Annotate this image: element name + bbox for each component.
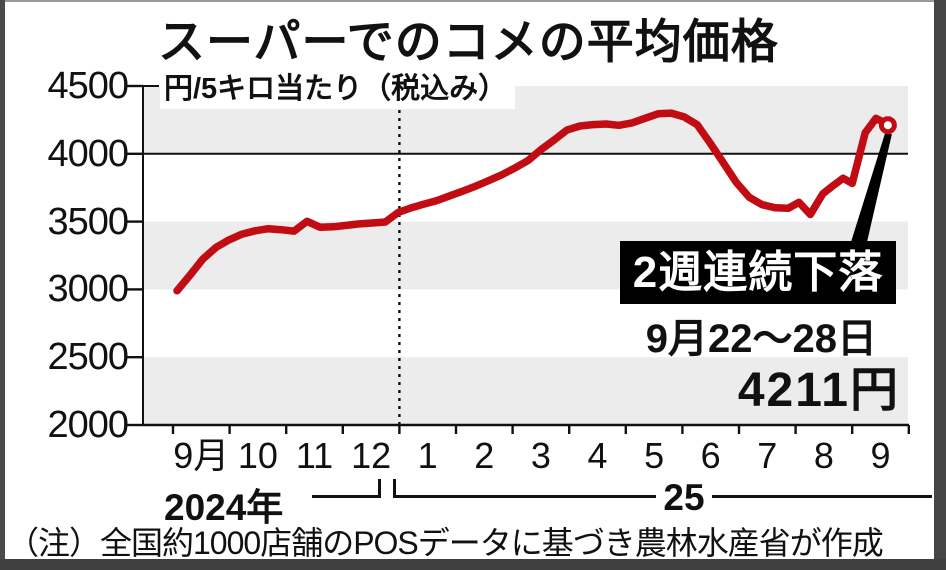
x-axis-label: 7 [757,435,778,476]
year-bracket-line-2024 [312,495,380,498]
x-axis-label: 6 [700,435,721,476]
year-label-25: 25 [663,477,705,518]
year-bracket-tick-2025 [393,479,396,498]
last-point-marker [878,116,897,135]
annotation-price: 4211円 [737,364,900,417]
annotation-badge: 2週連続下落 [620,241,896,304]
x-axis-label: 3 [530,435,551,476]
x-axis-label: 9 [870,435,891,476]
y-axis-label: 3500 [47,200,129,243]
x-axis-label: 12 [351,435,392,476]
x-axis-label: 8 [813,435,834,476]
frame-bottom-edge [0,559,946,570]
x-axis-label: 2 [474,435,495,476]
x-axis-label: 10 [237,435,278,476]
annotation-period: 9月22～28日 [645,317,877,361]
y-axis-label: 2500 [47,336,129,379]
frame-right-edge [934,0,946,570]
y-axis-label: 2000 [47,404,129,446]
year-bracket-tick-2024 [378,479,381,498]
year-bracket-line-2025-left [394,495,656,498]
frame-left-edge [0,0,5,570]
x-axis-label: 1 [417,435,438,476]
x-axis-label: 5 [644,435,665,476]
y-axis-label: 4000 [47,132,129,175]
annotation-arrow [851,132,892,242]
x-axis-label: 11 [295,435,334,476]
x-axis-label: 9月 [173,435,230,476]
y-axis-label: 4500 [47,65,129,107]
year-label-2024: 2024年 [164,487,284,528]
x-axis-label: 4 [587,435,608,476]
y-axis-unit-label: 円/5キロ当たり（税込み） [160,64,516,109]
frame-top-edge [0,0,946,2]
page-title: スーパーでのコメの平均価格 [158,15,779,68]
y-axis-label: 3000 [47,268,129,311]
plot-band [144,357,908,425]
price-line [173,109,892,295]
year-bracket-line-2025-right [712,495,932,498]
source-note: （注）全国約1000店舗のPOSデータに基づき農林水産省が作成 [7,525,884,561]
